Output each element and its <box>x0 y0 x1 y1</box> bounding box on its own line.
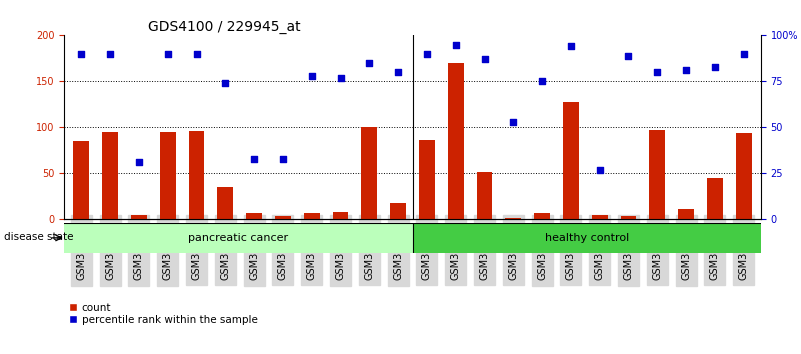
Bar <box>217 187 233 219</box>
Point <box>651 69 664 75</box>
Bar <box>650 130 665 219</box>
Bar <box>448 63 464 219</box>
Text: GDS4100 / 229945_at: GDS4100 / 229945_at <box>147 21 300 34</box>
Bar <box>188 131 204 219</box>
Point <box>622 53 635 58</box>
Bar <box>390 203 406 219</box>
Bar <box>413 223 761 253</box>
Point <box>737 51 750 57</box>
Point <box>421 51 433 57</box>
Point <box>507 119 520 125</box>
Bar <box>304 213 320 219</box>
Bar <box>361 126 377 219</box>
Point <box>132 160 145 165</box>
Text: disease state: disease state <box>4 232 74 242</box>
Bar <box>678 209 694 219</box>
Point <box>536 79 549 84</box>
Bar <box>246 213 262 219</box>
Bar <box>103 132 118 219</box>
Point <box>334 75 347 81</box>
Point <box>594 167 606 173</box>
Bar <box>534 213 550 219</box>
Bar <box>477 172 493 219</box>
Point <box>75 51 88 57</box>
Point <box>104 51 117 57</box>
Bar <box>505 218 521 219</box>
Text: pancreatic cancer: pancreatic cancer <box>188 233 288 243</box>
Point <box>708 64 721 69</box>
Bar <box>592 215 608 219</box>
Bar <box>563 102 579 219</box>
Point <box>161 51 174 57</box>
Bar <box>419 140 435 219</box>
Bar <box>275 216 291 219</box>
Point <box>565 44 578 49</box>
Point <box>248 156 260 161</box>
Point <box>190 51 203 57</box>
Bar <box>131 215 147 219</box>
Bar <box>74 141 89 219</box>
Bar <box>707 178 723 219</box>
Text: healthy control: healthy control <box>545 233 629 243</box>
Bar <box>64 223 413 253</box>
Point <box>305 73 318 79</box>
Bar <box>332 212 348 219</box>
Point <box>219 80 231 86</box>
Legend: count, percentile rank within the sample: count, percentile rank within the sample <box>70 303 258 325</box>
Bar <box>736 133 751 219</box>
Point <box>392 69 405 75</box>
Point <box>363 60 376 66</box>
Point <box>680 68 693 73</box>
Bar <box>621 216 637 219</box>
Point <box>478 57 491 62</box>
Point <box>449 42 462 47</box>
Point <box>276 156 289 161</box>
Bar <box>160 132 175 219</box>
